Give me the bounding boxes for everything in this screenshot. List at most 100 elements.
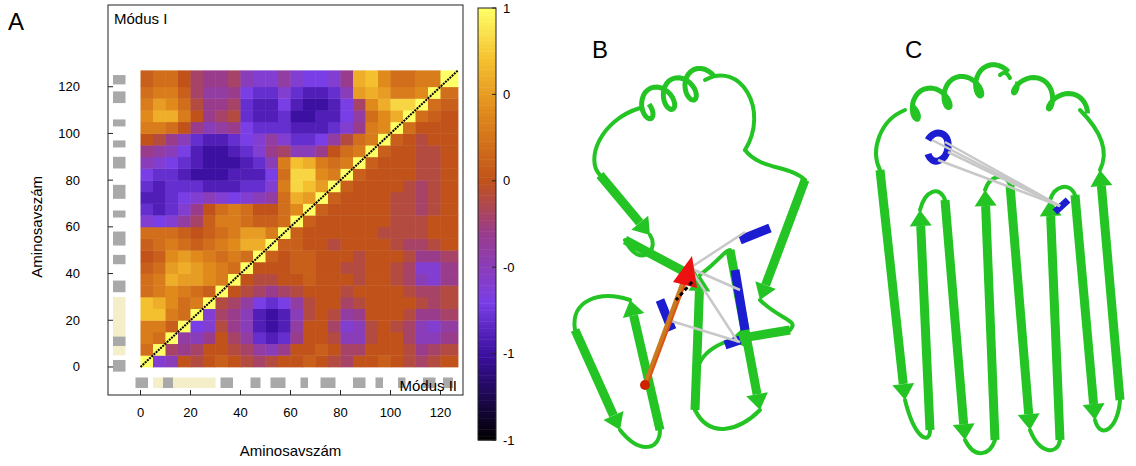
arrow-head [673,256,697,288]
heatmap-cell [141,285,154,297]
heatmap-cell [428,320,441,332]
colorbar-step [478,66,496,70]
heatmap-cell [241,168,254,180]
heatmap-cell [341,250,354,262]
heatmap-cell [166,344,179,356]
heatmap-cell [191,297,204,309]
loop [876,110,905,170]
colorbar-step [478,375,496,379]
heatmap-cell [366,274,379,286]
colorbar-step [478,325,496,329]
x-axis-title: Aminosavszám [240,442,342,459]
colorbar-step [478,289,496,293]
strand [880,170,903,384]
heatmap-cell [353,87,366,99]
colorbar-step [478,80,496,84]
heatmap-cell [166,145,179,157]
heatmap-cell [278,274,291,286]
colorbar-step [478,12,496,16]
heatmap-cell [366,157,379,169]
colorbar-step [478,256,496,260]
heatmap-cell [216,70,229,87]
contact-line [932,140,1060,206]
heatmap-cell [291,98,304,110]
colorbar-step [478,134,496,138]
mode-label: Módus II [399,377,457,394]
heatmap-cell [153,168,166,180]
heatmap-cell [366,250,379,262]
heatmap-cell [216,168,229,180]
colorbar-step [478,195,496,199]
heatmap-cell [253,332,266,344]
heatmap-cell [178,204,191,216]
colorbar-step [478,217,496,221]
heatmap-cell [328,122,341,134]
heatmap-cell [178,215,191,227]
heatmap-cell [416,168,429,180]
heatmap-cell [303,332,316,344]
heatmap-cell [303,192,316,204]
heatmap-cell [428,309,441,321]
heatmap-cell [378,285,391,297]
heatmap-cell [441,215,459,227]
loop [700,250,730,275]
heatmap-cell [328,262,341,274]
heatmap-cell [328,332,341,344]
colorbar-step [478,346,496,350]
colorbar-step [478,109,496,113]
colorbar-step [478,15,496,19]
y-tick [108,320,113,321]
arrow-base [640,380,650,390]
heatmap-cell [216,320,229,332]
structure-b [574,69,805,447]
colorbar-step [478,123,496,127]
heatmap-cell [153,239,166,251]
heatmap-cell [416,285,429,297]
heatmap-cell [416,227,429,239]
y-tick-label: 20 [66,313,80,328]
heatmap-cell [441,274,459,286]
heatmap-cell [366,355,379,367]
heatmap-cell [328,355,341,367]
heatmap-cell [328,157,341,169]
structure-segment-bottom [301,377,309,388]
heatmap-cell [278,355,291,367]
heatmap-cell [141,274,154,286]
heatmap-cell [391,70,404,87]
heatmap-cell [378,227,391,239]
heatmap-cell [316,204,329,216]
heatmap-cell [266,309,279,321]
heatmap-cell [266,332,279,344]
y-axis-title: Aminosavszám [28,176,45,278]
heatmap-cell [366,192,379,204]
heatmap-cell [216,98,229,110]
heatmap-cell [303,98,316,110]
heatmap-cell [441,110,459,122]
colorbar-step [478,242,496,246]
heatmap-cell [391,227,404,239]
heatmap-cell [366,204,379,216]
heatmap-cell [241,180,254,192]
heatmap-cell [316,355,329,367]
colorbar-step [478,73,496,77]
heatmap-cell [266,87,279,99]
heatmap-cell [428,133,441,145]
heatmap-cell [141,262,154,274]
x-tick [140,390,141,395]
heatmap-cell [416,145,429,157]
heatmap-cell [428,70,441,87]
heatmap-cell [291,297,304,309]
heatmap-cell [391,192,404,204]
heatmap-cell [291,204,304,216]
colorbar-step [478,8,496,12]
heatmap-cell [253,204,266,216]
heatmap-cell [291,344,304,356]
loop [574,296,630,330]
heatmap-cell [278,332,291,344]
heatmap-cell [266,227,279,239]
colorbar-step [478,408,496,412]
colorbar-step [478,246,496,250]
heatmap-cell [203,215,216,227]
heatmap-cell [341,133,354,145]
heatmap-cell [266,262,279,274]
